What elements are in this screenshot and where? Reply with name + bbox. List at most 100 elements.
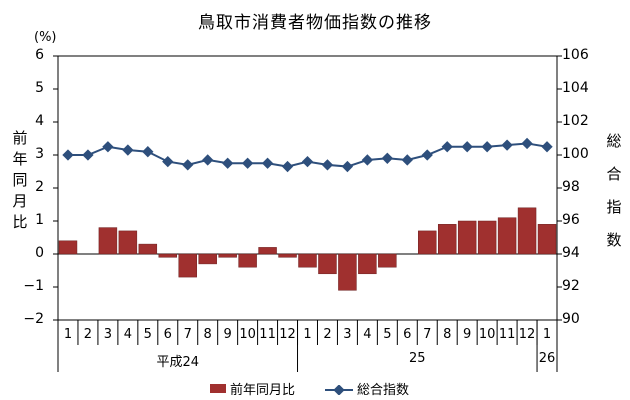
left-tick-label: 6 bbox=[35, 47, 44, 63]
index-point-7 bbox=[202, 154, 214, 166]
bar-22 bbox=[497, 217, 517, 255]
x-tick-label: 6 bbox=[163, 327, 172, 342]
legend-item-bar: 前年同月比 bbox=[210, 379, 295, 398]
left-tick-label: 1 bbox=[35, 212, 44, 228]
x-tick-label: 3 bbox=[343, 327, 352, 342]
index-point-9 bbox=[241, 157, 254, 169]
x-tick-label: 7 bbox=[183, 327, 192, 342]
x-tick-label: 1 bbox=[542, 327, 552, 342]
right-tick-label: 94 bbox=[562, 245, 580, 261]
x-tick-label: 8 bbox=[443, 327, 452, 342]
bar-3 bbox=[118, 230, 138, 255]
bar-6 bbox=[178, 253, 197, 278]
x-tick-label: 12 bbox=[518, 327, 536, 342]
index-point-13 bbox=[321, 159, 334, 171]
index-point-21 bbox=[481, 141, 493, 153]
legend-bar-label: 前年同月比 bbox=[230, 383, 296, 398]
index-point-17 bbox=[401, 154, 413, 166]
x-tick-label: 9 bbox=[463, 327, 472, 342]
x-tick-label: 12 bbox=[279, 327, 296, 342]
index-point-0 bbox=[62, 149, 74, 161]
bar-0 bbox=[58, 240, 78, 255]
left-tick-label: −1 bbox=[23, 278, 44, 294]
index-point-8 bbox=[222, 157, 234, 169]
era-label: 25 bbox=[409, 351, 426, 366]
right-tick-label: 98 bbox=[562, 179, 580, 195]
bar-8 bbox=[218, 253, 237, 258]
bar-13 bbox=[318, 253, 337, 275]
x-tick-label: 9 bbox=[223, 327, 232, 342]
right-tick-label: 96 bbox=[562, 212, 580, 228]
bar-23 bbox=[517, 207, 537, 255]
x-tick-label: 2 bbox=[323, 327, 332, 342]
left-tick-label: 0 bbox=[35, 245, 44, 261]
left-axis-unit: (%) bbox=[34, 30, 57, 45]
bar-4 bbox=[138, 243, 158, 255]
bar-20 bbox=[457, 220, 477, 255]
right-tick-label: 100 bbox=[562, 146, 589, 162]
index-point-12 bbox=[301, 155, 314, 168]
index-point-14 bbox=[341, 160, 354, 173]
bar-21 bbox=[477, 220, 497, 255]
index-point-18 bbox=[421, 149, 433, 161]
legend: 前年同月比 総合指数 bbox=[210, 379, 439, 398]
x-tick-label: 11 bbox=[259, 327, 276, 342]
index-point-22 bbox=[501, 139, 513, 151]
x-tick-label: 10 bbox=[239, 327, 256, 342]
bar-7 bbox=[198, 253, 217, 265]
index-point-3 bbox=[122, 144, 134, 156]
legend-bar-swatch bbox=[210, 384, 226, 393]
x-tick-label: 4 bbox=[123, 327, 132, 342]
index-point-4 bbox=[142, 146, 154, 158]
era-label: 26 bbox=[538, 351, 556, 366]
index-point-2 bbox=[102, 141, 114, 153]
index-point-11 bbox=[281, 160, 294, 173]
bar-24 bbox=[537, 224, 557, 255]
legend-line-label: 総合指数 bbox=[357, 383, 410, 398]
x-tick-label: 10 bbox=[478, 327, 496, 342]
x-tick-label: 7 bbox=[423, 327, 432, 342]
right-axis-label: 総合指数 bbox=[606, 132, 622, 249]
bar-12 bbox=[298, 253, 317, 268]
legend-item-line: 総合指数 bbox=[325, 379, 409, 398]
bar-15 bbox=[358, 253, 377, 275]
bar-14 bbox=[338, 253, 357, 291]
right-tick-label: 104 bbox=[562, 80, 589, 96]
left-tick-label: 3 bbox=[35, 146, 44, 162]
bar-9 bbox=[238, 253, 257, 268]
x-tick-label: 1 bbox=[303, 327, 312, 342]
index-point-6 bbox=[182, 159, 194, 171]
x-tick-label: 8 bbox=[203, 327, 212, 342]
index-point-5 bbox=[162, 155, 174, 168]
left-tick-label: 2 bbox=[35, 179, 44, 195]
right-tick-label: 90 bbox=[562, 311, 580, 327]
bar-16 bbox=[378, 253, 397, 268]
right-tick-label: 102 bbox=[562, 113, 589, 129]
x-tick-label: 1 bbox=[63, 327, 73, 342]
x-tick-label: 4 bbox=[363, 327, 372, 342]
chart-title: 鳥取市消費者物価指数の推移 bbox=[198, 13, 432, 33]
x-tick-label: 11 bbox=[498, 327, 516, 342]
index-point-19 bbox=[441, 141, 453, 153]
index-point-20 bbox=[461, 141, 473, 153]
left-axis-label: 前年同月比 bbox=[12, 129, 28, 231]
x-tick-label: 6 bbox=[403, 327, 412, 342]
x-tick-label: 5 bbox=[143, 327, 152, 342]
x-tick-label: 5 bbox=[383, 327, 392, 342]
left-tick-label: 5 bbox=[35, 80, 44, 96]
left-tick-label: 4 bbox=[35, 113, 44, 129]
plot-frame bbox=[57, 55, 558, 321]
index-point-23 bbox=[521, 137, 533, 150]
right-tick-label: 92 bbox=[562, 278, 580, 294]
index-point-10 bbox=[261, 157, 274, 169]
index-point-16 bbox=[381, 152, 393, 164]
index-point-15 bbox=[361, 154, 374, 166]
bar-18 bbox=[418, 230, 437, 255]
bar-5 bbox=[158, 253, 178, 258]
bar-10 bbox=[258, 247, 277, 255]
index-point-24 bbox=[541, 141, 553, 153]
right-tick-label: 106 bbox=[562, 47, 589, 63]
bar-2 bbox=[98, 227, 118, 255]
legend-line-swatch bbox=[325, 383, 354, 396]
